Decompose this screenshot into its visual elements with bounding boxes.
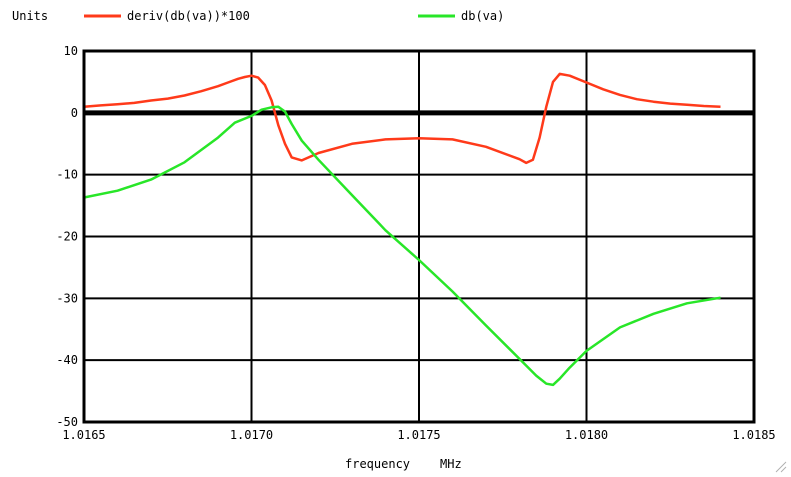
y-tick-label: 10 <box>64 44 78 58</box>
legend-item-deriv: deriv(db(va))*100 <box>84 9 250 23</box>
y-tick-label: -20 <box>56 230 78 244</box>
y-tick-label: 0 <box>71 106 78 120</box>
legend-label-db: db(va) <box>461 9 504 23</box>
plot-frame <box>82 49 756 424</box>
resize-grip-icon[interactable] <box>773 459 787 473</box>
y-tick-label: -30 <box>56 291 78 305</box>
x-axis-unit: MHz <box>440 457 462 471</box>
x-axis-ticks: 1.0165 1.0170 1.0175 1.0180 1.0185 <box>62 428 775 442</box>
grid <box>83 50 755 423</box>
y-tick-label: -50 <box>56 415 78 429</box>
series-line-db <box>83 105 721 387</box>
legend-item-db: db(va) <box>418 9 504 23</box>
x-tick-label: 1.0180 <box>565 428 608 442</box>
x-tick-label: 1.0170 <box>230 428 273 442</box>
x-tick-label: 1.0175 <box>397 428 440 442</box>
units-label: Units <box>12 9 48 23</box>
x-axis-label: frequency <box>345 457 410 471</box>
legend-label-deriv: deriv(db(va))*100 <box>127 9 250 23</box>
y-tick-label: -10 <box>56 168 78 182</box>
series-line-deriv <box>83 72 721 165</box>
y-axis-ticks: 10 0 -10 -20 -30 -40 -50 <box>56 44 78 429</box>
y-tick-label: -40 <box>56 353 78 367</box>
x-tick-label: 1.0185 <box>732 428 775 442</box>
x-tick-label: 1.0165 <box>62 428 105 442</box>
series-lines <box>83 72 721 387</box>
